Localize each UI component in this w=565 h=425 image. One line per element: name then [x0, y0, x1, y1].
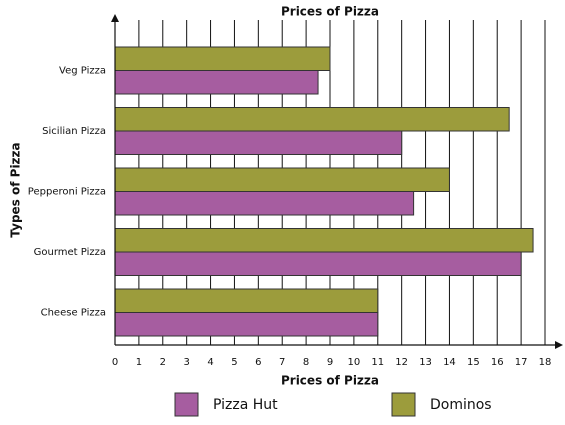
x-tick-label: 13: [419, 357, 432, 368]
x-tick-label: 12: [395, 357, 408, 368]
bar: [114, 251, 522, 276]
y-tick-label: Pepperoni Pizza: [28, 187, 106, 198]
bar: [114, 130, 403, 155]
x-tick-label: 7: [279, 357, 285, 368]
bar: [114, 312, 379, 337]
x-tick-label: 10: [348, 357, 361, 368]
legend-label: Dominos: [430, 397, 492, 413]
y-tick-label: Veg Pizza: [59, 66, 106, 77]
y-tick-label: Cheese Pizza: [41, 308, 106, 319]
legend-swatch: [174, 392, 199, 417]
x-tick-label: 9: [327, 357, 333, 368]
x-tick-label: 11: [371, 357, 384, 368]
x-tick-label: 17: [515, 357, 528, 368]
x-tick-label: 6: [255, 357, 261, 368]
x-tick-label: 14: [443, 357, 456, 368]
x-tick-label: 8: [303, 357, 309, 368]
bar: [114, 107, 510, 132]
bar: [114, 288, 379, 313]
bars: [114, 46, 534, 337]
bar: [114, 46, 331, 71]
x-axis-arrow: [555, 341, 563, 349]
legend-label: Pizza Hut: [213, 397, 278, 413]
x-tick-label: 18: [539, 357, 552, 368]
x-tick-label: 2: [160, 357, 166, 368]
y-axis-label: Types of Pizza: [9, 142, 23, 237]
x-tick-label: 15: [467, 357, 480, 368]
y-axis-arrow: [111, 14, 119, 22]
bar: [114, 167, 450, 192]
x-tick-label: 1: [136, 357, 142, 368]
x-axis-label: Prices of Pizza: [281, 374, 379, 388]
x-tick-label: 3: [183, 357, 189, 368]
x-tick-label: 4: [207, 357, 213, 368]
y-tick-label: Gourmet Pizza: [34, 247, 106, 258]
y-tick-label: Sicilian Pizza: [42, 126, 106, 137]
x-tick-label: 0: [112, 357, 118, 368]
chart-title: Prices of Pizza: [281, 5, 379, 19]
bar: [114, 70, 319, 95]
x-tick-label: 16: [491, 357, 504, 368]
bar: [114, 191, 415, 216]
legend-swatch: [391, 392, 416, 417]
x-tick-label: 5: [231, 357, 237, 368]
bar: [114, 228, 534, 253]
